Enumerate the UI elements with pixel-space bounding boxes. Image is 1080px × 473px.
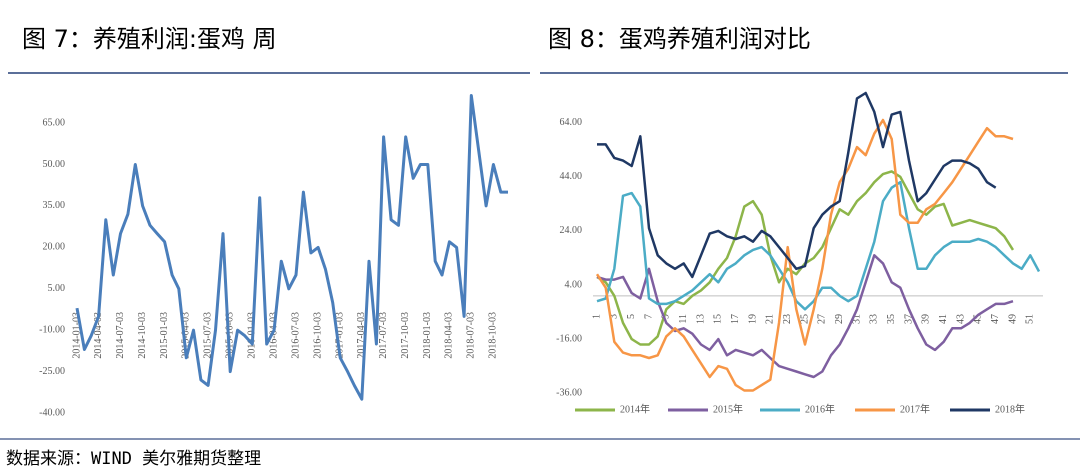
x-tick-label: 37	[903, 314, 914, 324]
x-tick-label: 25	[799, 314, 810, 324]
x-tick-label: 29	[834, 314, 845, 324]
x-tick-label: 2018-04-03	[444, 312, 455, 359]
x-tick-label: 23	[782, 314, 793, 324]
x-tick-label: 19	[747, 314, 758, 324]
legend-label: 2016年	[805, 402, 835, 415]
x-tick-label: 41	[938, 314, 949, 324]
x-tick-label: 35	[886, 314, 897, 324]
x-tick-label: 27	[817, 314, 828, 324]
x-tick-label: 2017-07-03	[378, 312, 389, 359]
y-tick-label: 44.00	[560, 171, 583, 182]
x-tick-label: 11	[678, 314, 689, 324]
x-tick-label: 2015-07-03	[202, 312, 213, 359]
legend-label: 2015年	[713, 402, 743, 415]
x-tick-label: 5	[626, 314, 637, 319]
x-tick-label: 2016-04-03	[268, 312, 279, 359]
x-tick-label: 2015-01-03	[159, 312, 170, 359]
x-tick-label: 43	[955, 314, 966, 324]
legend-label: 2018年	[995, 402, 1025, 415]
x-tick-label: 45	[973, 314, 984, 324]
x-tick-label: 2016-07-03	[290, 312, 301, 359]
y-tick-label: -16.00	[556, 333, 582, 344]
x-tick-label: 33	[869, 314, 880, 324]
data-line	[75, 94, 508, 401]
x-tick-label: 15	[713, 314, 724, 324]
x-tick-label: 2014-01-03	[71, 312, 82, 359]
y-tick-label: -40.00	[39, 407, 65, 418]
legend-label: 2014年	[620, 402, 650, 415]
y-tick-label: -10.00	[39, 324, 65, 335]
x-tick-label: 2018-01-03	[422, 312, 433, 359]
legend-label: 2017年	[900, 402, 930, 415]
x-tick-label: 39	[921, 314, 932, 324]
y-tick-label: 5.00	[48, 283, 66, 294]
y-tick-label: 20.00	[43, 242, 66, 253]
y-tick-label: -25.00	[39, 366, 65, 377]
x-tick-label: 2014-07-03	[115, 312, 126, 359]
x-tick-label: 2016-10-03	[312, 312, 323, 359]
x-tick-label: 13	[695, 314, 706, 324]
y-tick-label: 65.00	[43, 117, 66, 128]
x-tick-label: 31	[851, 314, 862, 324]
y-tick-label: 50.00	[43, 159, 66, 170]
x-tick-label: 9	[661, 314, 672, 319]
y-tick-label: 64.00	[560, 117, 583, 128]
y-tick-label: 24.00	[560, 225, 583, 236]
data-line	[596, 254, 1014, 379]
x-tick-label: 7	[643, 314, 654, 319]
x-tick-label: 47	[990, 314, 1001, 324]
x-tick-label: 51	[1025, 314, 1036, 324]
x-tick-label: 2017-10-03	[400, 312, 411, 359]
chart-title: 图 7：养殖利润:蛋鸡 周	[22, 25, 277, 53]
x-tick-label: 2015-10-03	[224, 312, 235, 359]
x-tick-label: 49	[1007, 314, 1018, 324]
data-line	[595, 118, 1014, 392]
x-tick-label: 3	[609, 314, 620, 319]
chart-title: 图 8：蛋鸡养殖利润对比	[548, 25, 811, 53]
x-tick-label: 2014-04-03	[93, 312, 104, 359]
x-tick-label: 2014-10-03	[137, 312, 148, 359]
x-tick-label: 17	[730, 314, 741, 324]
x-tick-label: 2017-04-03	[356, 312, 367, 359]
x-tick-label: 2017-01-03	[334, 312, 345, 359]
x-tick-label: 2018-10-03	[488, 312, 499, 359]
y-tick-label: -36.00	[556, 387, 582, 398]
x-tick-label: 2015-04-03	[181, 312, 192, 359]
source-note: 数据来源：WIND 美尔雅期货整理	[6, 449, 261, 469]
x-tick-label: 1	[591, 314, 602, 319]
data-line	[597, 91, 997, 279]
y-tick-label: 35.00	[43, 200, 66, 211]
x-tick-label: 21	[765, 314, 776, 324]
x-tick-label: 2018-07-03	[466, 312, 477, 359]
y-tick-label: 4.00	[565, 279, 583, 290]
